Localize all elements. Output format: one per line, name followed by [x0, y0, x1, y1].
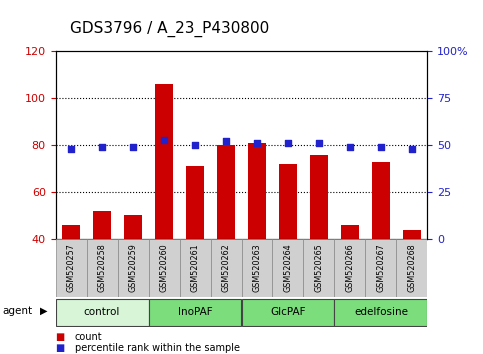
Text: ▶: ▶	[40, 306, 47, 316]
Bar	[242, 299, 334, 326]
Text: agent: agent	[2, 306, 32, 316]
Text: control: control	[84, 307, 120, 317]
Text: ■: ■	[56, 343, 65, 353]
Text: GSM520261: GSM520261	[190, 244, 199, 292]
Bar	[93, 211, 112, 239]
Bar	[211, 239, 242, 297]
Bar	[117, 239, 149, 297]
Bar	[372, 161, 390, 239]
Text: GSM520257: GSM520257	[67, 244, 75, 292]
Point	[191, 142, 199, 148]
Point	[129, 144, 137, 150]
Bar	[155, 84, 173, 239]
Text: GSM520259: GSM520259	[128, 244, 138, 292]
Point	[377, 144, 385, 150]
Point	[346, 144, 354, 150]
Bar	[149, 239, 180, 297]
Bar	[186, 166, 204, 239]
Bar	[180, 239, 211, 297]
Bar	[341, 225, 359, 239]
Text: GSM520268: GSM520268	[408, 244, 416, 292]
Text: count: count	[75, 332, 102, 342]
Bar	[56, 239, 86, 297]
Bar	[248, 143, 266, 239]
Text: GSM520262: GSM520262	[222, 244, 230, 292]
Text: GSM520263: GSM520263	[253, 244, 261, 292]
Text: InoPAF: InoPAF	[178, 307, 213, 317]
Text: GlcPAF: GlcPAF	[270, 307, 306, 317]
Point	[98, 144, 106, 150]
Point	[408, 146, 416, 152]
Bar	[334, 299, 427, 326]
Bar	[279, 164, 297, 239]
Point	[253, 141, 261, 146]
Text: ■: ■	[56, 332, 65, 342]
Bar	[124, 216, 142, 239]
Text: GSM520266: GSM520266	[345, 244, 355, 292]
Bar	[149, 299, 242, 326]
Text: GSM520267: GSM520267	[376, 244, 385, 292]
Bar	[62, 225, 80, 239]
Bar	[303, 239, 334, 297]
Point	[160, 137, 168, 142]
Bar	[397, 239, 427, 297]
Bar	[403, 230, 421, 239]
Text: GDS3796 / A_23_P430800: GDS3796 / A_23_P430800	[70, 21, 270, 37]
Point	[222, 138, 230, 144]
Bar	[217, 145, 235, 239]
Bar	[366, 239, 397, 297]
Point	[67, 146, 75, 152]
Bar	[86, 239, 117, 297]
Bar	[56, 299, 149, 326]
Text: GSM520260: GSM520260	[159, 244, 169, 292]
Text: percentile rank within the sample: percentile rank within the sample	[75, 343, 240, 353]
Bar	[334, 239, 366, 297]
Bar	[242, 239, 272, 297]
Point	[315, 141, 323, 146]
Point	[284, 141, 292, 146]
Text: edelfosine: edelfosine	[354, 307, 408, 317]
Bar	[272, 239, 303, 297]
Bar	[310, 154, 328, 239]
Text: GSM520265: GSM520265	[314, 244, 324, 292]
Text: GSM520264: GSM520264	[284, 244, 293, 292]
Text: GSM520258: GSM520258	[98, 244, 107, 292]
